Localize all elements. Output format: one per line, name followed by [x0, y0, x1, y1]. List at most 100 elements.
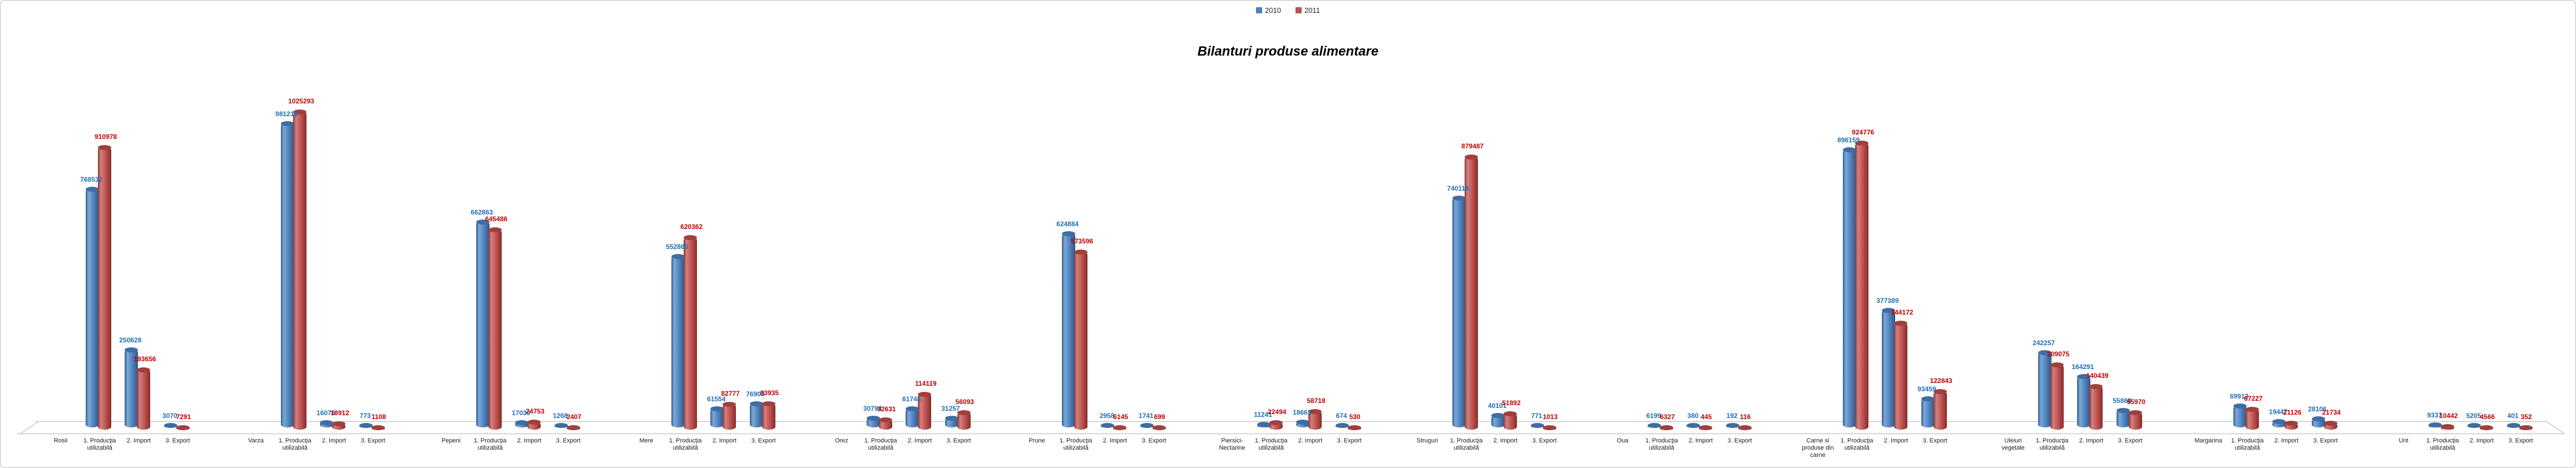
bar-2010-orez-1-produc-ia-utilizabil	[867, 415, 881, 427]
bar-2011-struguri-3-export	[1542, 425, 1556, 430]
bar-2011-uleiuri-vegetale-3-export	[2128, 410, 2142, 430]
bar-2010-struguri-3-export	[1530, 423, 1544, 428]
bar-2011-piersici-nectarine-3-export	[1347, 425, 1361, 430]
bar-2010-orez-2-import	[906, 406, 919, 427]
value-2010-orez-2-import: 61748	[902, 395, 921, 403]
value-2010-margarina-2-import: 19447	[2269, 408, 2288, 416]
bar-2011-prune-2-import	[1113, 425, 1127, 430]
axis-label-product-mere: Mere	[639, 437, 654, 444]
value-2010-orez-3-export: 31257	[941, 404, 960, 412]
value-2010-piersici-nectarine-2-import: 18663	[1293, 408, 1312, 416]
axis-label-margarina-3-export: 3. Export	[2313, 437, 2338, 444]
bar-2011-margarina-2-import	[2285, 421, 2298, 430]
axis-label-oua-3-export: 3. Export	[1727, 437, 1752, 444]
value-2010-rosii-1-produc-ia-utilizabil: 768532	[80, 176, 103, 184]
axis-label-product-orez: Orez	[835, 437, 848, 444]
value-2011-orez-3-export: 56093	[955, 397, 974, 406]
axis-label-uleiuri-vegetale-1-produc-ia-utilizabil: 1. Producţia utilizabilă	[2035, 437, 2069, 451]
value-2011-varza-3-export: 1108	[371, 413, 386, 421]
axis-label-mere-1-produc-ia-utilizabil: 1. Producţia utilizabilă	[669, 437, 702, 451]
axis-label-rosii-1-produc-ia-utilizabil: 1. Producţia utilizabilă	[83, 437, 116, 451]
bar-2010-piersici-nectarine-1-produc-ia-utilizabil	[1257, 421, 1271, 427]
value-2011-unt-2-import: 4566	[2480, 413, 2495, 421]
value-2010-pepeni-3-export: 1268	[552, 412, 568, 420]
value-2011-margarina-2-import: 21126	[2283, 409, 2302, 417]
value-2011-oua-2-import: 445	[1700, 413, 1712, 421]
value-2011-pepeni-2-import: 24753	[526, 407, 545, 416]
bar-2010-pepeni-1-produc-ia-utilizabil	[476, 220, 490, 427]
value-2011-carne-si-produse-din-carne-3-export: 122843	[1930, 377, 1952, 385]
value-2011-pepeni-3-export: 2407	[566, 413, 582, 421]
axis-label-product-rosii: Rosii	[53, 437, 68, 444]
bar-2011-struguri-1-produc-ia-utilizabil	[1465, 155, 1479, 430]
bar-2011-piersici-nectarine-1-produc-ia-utilizabil	[1269, 420, 1283, 430]
value-2011-struguri-2-import: 51892	[1502, 399, 1521, 407]
legend-label-2011: 2011	[1304, 6, 1320, 14]
axis-label-varza-1-produc-ia-utilizabil: 1. Producţia utilizabilă	[278, 437, 312, 451]
legend-label-2010: 2010	[1265, 6, 1281, 14]
bar-2011-rosii-3-export	[176, 425, 190, 431]
bar-2011-oua-2-import	[1699, 425, 1713, 430]
bar-2011-pepeni-2-import	[527, 420, 541, 430]
axis-label-oua-2-import: 2. Import	[1688, 437, 1713, 444]
value-2010-unt-1-produc-ia-utilizabil: 9337	[2427, 411, 2442, 419]
value-2011-pepeni-1-produc-ia-utilizabil: 645486	[485, 215, 508, 223]
value-2011-piersici-nectarine-2-import: 58718	[1307, 397, 1326, 405]
value-2010-struguri-2-import: 40101	[1488, 401, 1507, 410]
axis-label-carne-si-produse-din-carne-3-export: 3. Export	[1922, 437, 1947, 444]
value-2011-oua-1-produc-ia-utilizabil: 6327	[1660, 413, 1675, 421]
bar-2010-struguri-2-import	[1491, 412, 1505, 427]
axis-label-rosii-3-export: 3. Export	[165, 437, 190, 444]
value-2010-carne-si-produse-din-carne-1-produc-ia-utilizabil: 896159	[1837, 136, 1860, 145]
bar-2010-carne-si-produse-din-carne-2-import	[1882, 308, 1896, 427]
axis-label-struguri-1-produc-ia-utilizabil: 1. Producţia utilizabilă	[1450, 437, 1483, 451]
bar-2010-margarina-1-produc-ia-utilizabil	[2233, 404, 2247, 427]
bar-2010-oua-1-produc-ia-utilizabil	[1648, 423, 1662, 428]
value-2011-unt-1-produc-ia-utilizabil: 10442	[2439, 412, 2458, 420]
bar-2011-unt-1-produc-ia-utilizabil	[2441, 424, 2455, 430]
axis-label-orez-3-export: 3. Export	[946, 437, 971, 444]
bar-2011-varza-2-import	[332, 421, 346, 430]
bar-2010-varza-2-import	[320, 420, 334, 427]
bar-2010-carne-si-produse-din-carne-1-produc-ia-utilizabil	[1843, 147, 1857, 427]
floor-back-edge	[35, 421, 2547, 422]
value-2010-prune-3-export: 1741	[1138, 412, 1154, 420]
bar-2011-varza-1-produc-ia-utilizabil	[293, 109, 307, 430]
value-2010-piersici-nectarine-1-produc-ia-utilizabil: 11241	[1254, 410, 1272, 419]
value-2011-struguri-1-produc-ia-utilizabil: 879487	[1461, 142, 1484, 151]
bar-2010-unt-3-export	[2506, 423, 2520, 428]
value-2010-mere-3-export: 76903	[746, 390, 765, 399]
value-2011-rosii-2-import: 193656	[134, 355, 156, 363]
value-2010-unt-3-export: 401	[2507, 412, 2519, 420]
value-2010-struguri-3-export: 771	[1531, 412, 1542, 420]
axis-label-prune-1-produc-ia-utilizabil: 1. Producţia utilizabilă	[1059, 437, 1092, 451]
value-2010-varza-3-export: 773	[359, 412, 371, 420]
value-2010-rosii-2-import: 250628	[119, 336, 142, 345]
axis-label-product-unt: Unt	[2399, 437, 2409, 444]
bar-2011-pepeni-1-produc-ia-utilizabil	[488, 227, 502, 430]
axis-label-rosii-2-import: 2. Import	[126, 437, 151, 444]
value-2011-varza-2-import: 18912	[330, 409, 349, 417]
axis-label-varza-3-export: 3. Export	[360, 437, 385, 444]
axis-label-prune-3-export: 3. Export	[1141, 437, 1166, 444]
value-2010-uleiuri-vegetale-2-import: 164291	[2071, 363, 2094, 371]
value-2011-piersici-nectarine-3-export: 530	[1349, 413, 1361, 421]
value-2010-margarina-3-export: 28106	[2308, 405, 2327, 414]
axis-label-product-uleiuri-vegetale: Uleiuri vegetale	[2001, 437, 2025, 451]
bar-2011-carne-si-produse-din-carne-1-produc-ia-utilizabil	[1855, 141, 1869, 430]
bar-2010-rosii-3-export	[164, 423, 177, 428]
axis-label-product-varza: Varza	[248, 437, 264, 444]
bar-2010-unt-1-produc-ia-utilizabil	[2429, 422, 2442, 427]
bar-2011-orez-3-export	[957, 410, 971, 430]
value-2011-unt-3-export: 352	[2520, 413, 2532, 421]
bar-2011-oua-1-produc-ia-utilizabil	[1660, 425, 1674, 430]
axis-label-struguri-2-import: 2. Import	[1493, 437, 1518, 444]
bar-2010-varza-1-produc-ia-utilizabil	[281, 121, 295, 427]
bar-2010-piersici-nectarine-2-import	[1296, 419, 1310, 427]
axis-label-prune-2-import: 2. Import	[1102, 437, 1128, 444]
value-2011-carne-si-produse-din-carne-2-import: 344172	[1891, 308, 1914, 316]
bar-2010-uleiuri-vegetale-3-export	[2116, 407, 2130, 427]
value-2011-orez-2-import: 114119	[914, 380, 937, 388]
axis-label-unt-2-import: 2. Import	[2469, 437, 2494, 444]
